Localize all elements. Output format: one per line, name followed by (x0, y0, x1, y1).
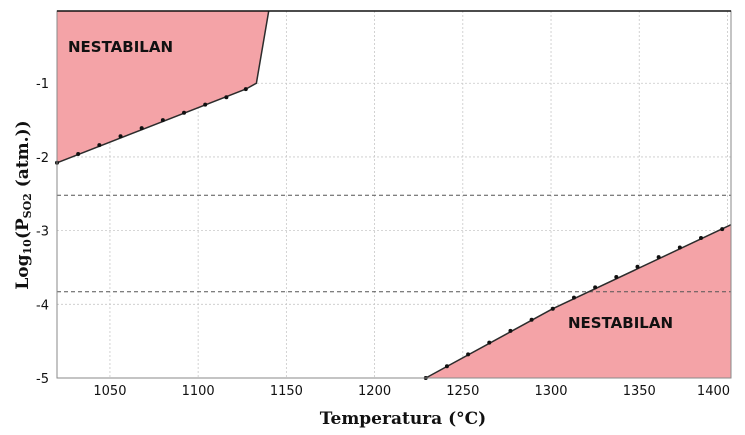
y-tick-label: -1 (36, 77, 49, 92)
unstable-region-top (57, 11, 269, 163)
y-tick-label: -5 (36, 372, 49, 387)
y-axis-title-sub2: SO2 (21, 193, 34, 218)
data-point-series-0 (160, 118, 165, 123)
data-point-series-1 (508, 328, 513, 333)
data-point-series-0 (182, 110, 187, 115)
data-point-series-1 (571, 295, 576, 300)
series (55, 10, 732, 380)
data-point-series-1 (614, 275, 619, 280)
tick-labels: 1050 1100 1150 1200 1250 1300 1350 1400 -1 -2 -3 -4… (36, 77, 730, 399)
y-axis-title-sub1: 10 (21, 239, 34, 255)
y-axis-title-main: Log (13, 254, 33, 289)
data-point-series-0 (224, 95, 229, 100)
data-point-series-1 (444, 364, 449, 369)
y-tick-label: -2 (36, 151, 49, 166)
data-point-series-0 (97, 143, 102, 148)
data-point-series-1 (550, 306, 555, 311)
x-tick-label: 1150 (270, 384, 303, 399)
boundary-line-top (56, 10, 270, 164)
data-point-series-0 (243, 87, 248, 92)
reference-lines (57, 194, 731, 293)
x-tick-label: 1100 (182, 384, 215, 399)
unstable-region-bottom (425, 224, 731, 378)
data-point-series-1 (593, 285, 598, 290)
data-point-series-0 (139, 126, 144, 131)
data-point-series-1 (699, 235, 704, 240)
x-tick-label: 1400 (697, 384, 730, 399)
data-point-series-0 (76, 151, 81, 156)
x-tick-label: 1200 (358, 384, 391, 399)
region-label-unstable-bottom: NESTABILAN (568, 314, 673, 332)
data-point-series-1 (529, 317, 534, 322)
data-point-series-1 (466, 352, 471, 357)
unstable-regions (57, 11, 731, 378)
data-point-series-1 (635, 264, 640, 269)
x-axis-title: Temperatura (°C) (320, 409, 486, 429)
y-tick-label: -4 (36, 298, 49, 313)
data-point-series-0 (203, 102, 208, 107)
x-tick-label: 1250 (446, 384, 479, 399)
x-tick-label: 1350 (623, 384, 656, 399)
data-point-series-1 (656, 255, 661, 260)
data-point-series-1 (487, 340, 492, 345)
data-point-series-0 (118, 134, 123, 139)
x-tick-label: 1050 (93, 384, 126, 399)
y-axis-title: Log10(PSO2 (atm.)) (13, 120, 34, 289)
y-axis-title-mid: (P (13, 218, 33, 239)
y-axis-title-end: (atm.)) (13, 120, 33, 193)
x-tick-label: 1300 (534, 384, 567, 399)
y-tick-label: -3 (36, 225, 49, 240)
region-label-unstable-top: NESTABILAN (68, 38, 173, 56)
data-point-series-1 (677, 245, 682, 250)
data-point-series-1 (720, 227, 725, 232)
